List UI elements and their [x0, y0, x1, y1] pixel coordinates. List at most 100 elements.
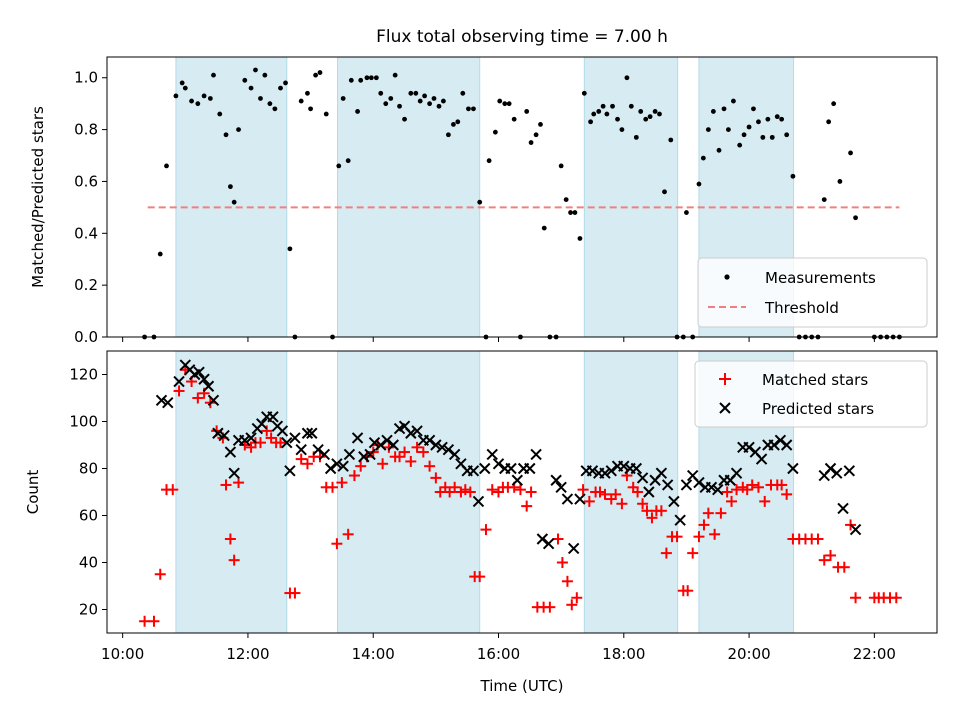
matched-star-point [646, 512, 658, 524]
x-tick-label: 22:00 [853, 645, 896, 663]
measurement-point [466, 106, 471, 112]
measurement-point [189, 98, 194, 104]
matched-star-point [671, 531, 683, 543]
predicted-star-point [301, 427, 314, 439]
y-tick-label: 0.4 [74, 224, 98, 242]
matched-star-point [561, 575, 573, 587]
predicted-star-point [550, 474, 562, 486]
measurement-point [533, 132, 539, 138]
measurement-point [502, 101, 508, 107]
measurement-point [231, 199, 237, 205]
matched-star-point [154, 568, 166, 580]
ratio-x-ticks [122, 337, 875, 342]
matched-star-point [430, 472, 442, 484]
matched-star-point [698, 519, 710, 531]
predicted-star-point [387, 439, 399, 451]
y-tick-label: 100 [69, 413, 98, 431]
predicted-star-point [643, 486, 655, 498]
measurement-point [604, 111, 610, 117]
measurement-point [492, 129, 498, 135]
observing-window-3 [583, 56, 679, 338]
measurement-point [668, 137, 674, 143]
predicted-star-point [212, 427, 224, 439]
y-tick-label: 0.6 [74, 172, 98, 190]
y-tick-label: 0.8 [74, 121, 98, 139]
x-tick-label: 16:00 [477, 645, 520, 663]
predicted-star-point [705, 481, 718, 494]
matched-star-point [781, 488, 793, 500]
measurement-point [413, 90, 419, 96]
measurement-point [726, 127, 731, 132]
matched-star-point [812, 533, 824, 545]
matched-star-point [552, 533, 564, 545]
predicted-star-point [567, 542, 580, 555]
matched-star-point [459, 484, 471, 496]
legend-predicted-marker [719, 402, 731, 414]
matched-star-point [342, 528, 354, 540]
matched-star-point [411, 441, 423, 453]
matched-star-point [265, 432, 277, 444]
measurement-point [258, 96, 263, 101]
measurement-point [497, 98, 503, 104]
predicted-star-point [381, 434, 393, 447]
measurement-point [541, 225, 547, 231]
observing-window-2 [337, 56, 481, 338]
matched-star-point [480, 524, 492, 536]
count-y-label: Count [24, 470, 42, 515]
measurement-point [305, 90, 310, 96]
measurement-point [207, 96, 213, 101]
measurement-point [157, 251, 163, 257]
predicted-star-point [411, 425, 423, 437]
predicted-star-point [276, 425, 289, 437]
predicted-star-point [368, 436, 381, 449]
measurement-point [615, 116, 620, 122]
matched-star-point [394, 451, 406, 463]
measurement-point [848, 150, 853, 156]
measurement-point [638, 109, 644, 114]
measurement-point [427, 101, 433, 107]
measurement-point [596, 109, 602, 114]
matched-star-point [331, 538, 343, 550]
predicted-star-point [831, 467, 843, 479]
measurement-point [853, 215, 858, 221]
matched-star-point [254, 437, 266, 449]
ratio-panel-frame [106, 56, 938, 338]
y-tick-label: 40 [79, 554, 98, 572]
measurement-point [340, 96, 346, 101]
measurement-point [217, 111, 223, 117]
legend-measurements-label: Measurements [765, 269, 876, 287]
matched-star-point [220, 479, 232, 491]
chart-title: Flux total observing time = 7.00 h [376, 27, 668, 47]
ratio-y-label: Matched/Predicted stars [29, 106, 47, 288]
matched-star-point [702, 507, 714, 519]
predicted-star-point [586, 465, 599, 477]
measurement-point [408, 90, 414, 96]
matched-star-point [850, 592, 862, 604]
measurement-point [368, 75, 374, 81]
measurement-point [769, 134, 775, 140]
measurement-point [774, 114, 780, 120]
predicted-star-points [155, 359, 862, 555]
matched-star-point [314, 451, 326, 463]
predicted-star-point [843, 465, 856, 477]
ratio-legend: Measurements Threshold [697, 257, 928, 328]
predicted-star-point [239, 434, 251, 447]
measurement-point [647, 114, 653, 120]
matched-star-point [295, 453, 307, 465]
measurement-point [287, 246, 293, 252]
predicted-star-point [561, 493, 574, 505]
matched-star-point [721, 486, 733, 498]
measurement-point [577, 236, 583, 241]
measurement-point [253, 67, 258, 73]
predicted-star-point [228, 467, 240, 479]
measurement-point [173, 93, 179, 99]
predicted-star-point [207, 394, 220, 407]
predicted-star-point [743, 441, 755, 454]
matched-star-point [348, 470, 360, 482]
measurement-point [373, 75, 379, 81]
measurement-point [657, 111, 662, 117]
measurement-point [568, 210, 573, 215]
predicted-star-point [193, 366, 205, 378]
measurement-point [451, 122, 456, 127]
